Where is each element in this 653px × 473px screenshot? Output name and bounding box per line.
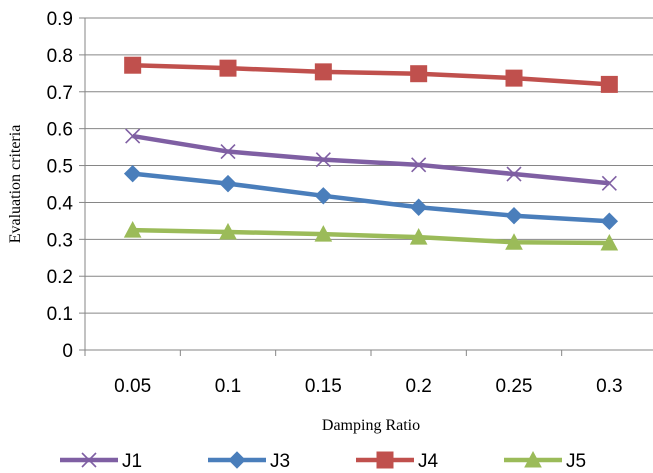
legend-label-j4: J4 (418, 451, 439, 472)
data-point-j3 (505, 207, 523, 225)
data-point-j1 (125, 128, 141, 144)
x-tick-labels: 0.05 0.1 0.15 0.2 0.25 0.3 (114, 376, 622, 397)
data-point-j1 (601, 175, 617, 191)
marker-stroke (601, 175, 617, 191)
y-tick-label: 0.7 (47, 83, 73, 104)
legend-label-j1: J1 (122, 451, 142, 472)
axes (79, 17, 653, 356)
series-line-j4 (132, 62, 610, 87)
y-tick-label: 0.4 (47, 193, 74, 214)
data-point-j1 (220, 143, 236, 160)
y-tick-label: 0.2 (47, 267, 73, 288)
x-tick-label: 0.25 (496, 376, 533, 397)
y-tick-labels: 0 0.1 0.2 0.3 0.4 0.5 0.6 0.7 0.8 0.9 (47, 9, 74, 362)
y-tick-label: 0.3 (47, 230, 73, 251)
legend-marker-j4 (376, 451, 394, 469)
data-point-j4 (410, 65, 428, 83)
legend-item-j4: J4 (356, 451, 439, 472)
data-point-j4 (219, 59, 237, 77)
data-point-j3 (314, 187, 333, 205)
data-point-j5 (505, 233, 523, 250)
y-tick-label: 0.5 (47, 157, 73, 178)
marker-stroke (315, 152, 331, 168)
series-line-j5 (132, 227, 610, 246)
x-axis-title: Damping Ratio (322, 417, 420, 434)
legend: J1 J3 J4 J5 (60, 450, 586, 472)
legend-marker-j3 (228, 451, 246, 469)
data-point-j4 (124, 56, 142, 74)
gridlines (85, 17, 653, 314)
legend-marker-j1 (81, 452, 97, 468)
data-point-j5 (409, 228, 428, 245)
data-point-j3 (409, 198, 428, 216)
y-axis-title: Evaluation criteria (7, 125, 24, 244)
legend-label-j3: J3 (270, 451, 290, 472)
legend-item-j1: J1 (60, 451, 142, 472)
series-layer (123, 56, 619, 251)
x-tick-label: 0.1 (215, 376, 241, 397)
data-point-j4 (600, 75, 618, 93)
x-tick-label: 0.15 (305, 376, 342, 397)
data-point-j3 (600, 212, 619, 230)
data-point-j4 (505, 69, 523, 87)
marker-stroke (125, 128, 141, 144)
legend-item-j5: J5 (504, 450, 586, 472)
y-tick-label: 0 (62, 341, 73, 362)
data-point-j1 (506, 166, 522, 182)
marker-stroke (506, 166, 522, 182)
x-tick-label: 0.05 (114, 376, 151, 397)
legend-marker-j5 (524, 450, 542, 468)
marker-stroke (81, 452, 97, 468)
x-tick-label: 0.2 (405, 376, 431, 397)
data-point-j1 (411, 157, 427, 173)
y-tick-label: 0.6 (47, 120, 73, 141)
data-point-j5 (600, 233, 619, 251)
legend-item-j3: J3 (208, 451, 290, 472)
data-point-j3 (123, 164, 142, 183)
marker-stroke (220, 143, 236, 160)
data-point-j1 (315, 152, 331, 168)
marker-stroke (411, 157, 427, 173)
y-tick-label: 0.9 (47, 9, 73, 30)
series-line-j1 (132, 133, 610, 186)
series-line-j3 (132, 171, 610, 224)
x-tick-label: 0.3 (596, 376, 622, 397)
data-point-j5 (314, 225, 333, 242)
data-point-j5 (219, 222, 237, 240)
y-tick-label: 0.8 (47, 46, 73, 67)
data-point-j4 (314, 63, 332, 81)
y-tick-label: 0.1 (47, 304, 73, 325)
legend-label-j5: J5 (566, 451, 586, 472)
data-point-j3 (219, 174, 237, 193)
data-point-j5 (123, 221, 142, 238)
